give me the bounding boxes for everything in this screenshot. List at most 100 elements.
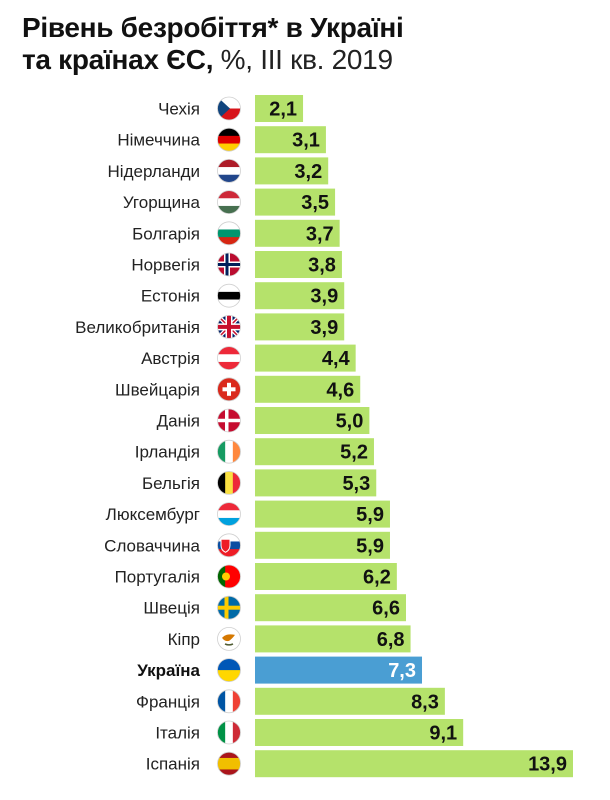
category-label: Іспанія — [146, 755, 200, 774]
value-label: 13,9 — [528, 754, 567, 776]
category-label: Швейцарія — [115, 380, 200, 399]
portugal-flag-icon — [217, 565, 241, 588]
title-line-2: та країнах ЄС, %, III кв. 2019 — [22, 44, 592, 76]
chart-title: Рівень безробіття* в Україні та країнах … — [22, 12, 592, 76]
category-label: Люксембург — [106, 505, 200, 524]
value-label: 5,2 — [340, 442, 368, 464]
category-label: Великобританія — [75, 318, 200, 337]
category-label: Швеція — [143, 599, 200, 618]
bulgaria-flag-icon — [217, 221, 241, 245]
bar-16 — [255, 594, 406, 622]
category-label: Ірландія — [135, 443, 200, 462]
bar-1 — [255, 126, 326, 154]
flag-outline — [217, 564, 241, 589]
flag-outline — [217, 751, 241, 776]
bar-18 — [255, 656, 423, 684]
flag-outline — [217, 158, 241, 183]
category-label: Естонія — [141, 287, 200, 306]
title-line-2-light: %, III кв. 2019 — [213, 44, 393, 75]
category-label: Італія — [155, 724, 200, 743]
bar-6 — [255, 282, 345, 310]
germany-flag-icon — [217, 128, 241, 152]
flag-outline — [217, 127, 241, 152]
bar-19 — [255, 687, 445, 715]
flag-outline — [217, 533, 241, 558]
value-label: 6,8 — [377, 629, 405, 651]
netherlands-flag-icon — [217, 159, 241, 183]
flag-outline — [217, 221, 241, 246]
category-label: Німеччина — [117, 131, 200, 150]
bar-0 — [255, 95, 304, 122]
bar-17 — [255, 625, 411, 653]
category-label: Португалія — [115, 568, 200, 587]
flag-outline — [217, 502, 241, 526]
spain-flag-icon — [217, 752, 241, 776]
flag-outline — [217, 377, 241, 402]
value-label: 2,1 — [269, 99, 297, 121]
value-label: 3,2 — [294, 161, 322, 183]
category-label: Україна — [137, 661, 200, 680]
flag-outline — [217, 689, 241, 714]
bar-4 — [255, 219, 340, 247]
category-label: Угорщина — [123, 193, 201, 212]
value-label: 9,1 — [429, 723, 457, 745]
bar-15 — [255, 563, 397, 590]
title-line-2-bold: та країнах ЄС, — [22, 44, 214, 75]
category-label: Австрія — [141, 349, 200, 368]
bar-20 — [255, 719, 464, 746]
value-label: 5,3 — [342, 473, 370, 495]
flag-outline — [217, 470, 241, 495]
bar-11 — [255, 438, 374, 466]
bar-12 — [255, 469, 377, 497]
value-label: 8,3 — [411, 691, 439, 713]
flag-outline — [217, 408, 241, 433]
category-label: Нідерланди — [108, 162, 200, 181]
flag-outline — [217, 252, 241, 277]
flag-outline — [217, 314, 241, 339]
category-label: Норвегія — [131, 256, 200, 275]
flag-outline — [217, 595, 241, 620]
flag-outline — [217, 439, 241, 464]
bar-5 — [255, 251, 342, 278]
hungary-flag-icon — [217, 190, 241, 214]
bar-7 — [255, 313, 345, 341]
value-label: 3,7 — [306, 223, 334, 245]
value-label: 4,4 — [322, 348, 351, 370]
estonia-flag-icon — [217, 284, 241, 308]
bar-14 — [255, 531, 390, 559]
bar-3 — [255, 188, 336, 216]
bar-13 — [255, 500, 390, 528]
value-label: 5,9 — [356, 504, 384, 526]
flag-outline — [217, 720, 241, 745]
bar-9 — [255, 375, 361, 403]
flag-outline — [217, 190, 241, 215]
value-label: 6,2 — [363, 567, 391, 589]
ukraine-flag-icon — [217, 658, 241, 682]
bar-2 — [255, 157, 329, 185]
bar-10 — [255, 407, 370, 434]
belgium-flag-icon — [217, 471, 241, 495]
category-label: Бельгія — [142, 474, 200, 493]
flag-outline — [217, 96, 241, 121]
category-label: Словаччина — [104, 536, 200, 555]
sweden-flag-icon — [217, 596, 241, 620]
flag-outline — [217, 658, 241, 682]
flag-outline — [217, 283, 241, 308]
value-label: 5,0 — [336, 411, 364, 433]
value-label: 3,8 — [308, 255, 336, 277]
value-label: 6,6 — [372, 598, 400, 620]
category-label: Чехія — [158, 100, 200, 119]
value-label: 5,9 — [356, 535, 384, 557]
flag-outline — [217, 627, 241, 651]
value-label: 7,3 — [388, 660, 416, 682]
france-flag-icon — [217, 689, 241, 713]
category-label: Данія — [157, 412, 200, 431]
austria-flag-icon — [217, 346, 241, 370]
value-label: 4,6 — [326, 379, 354, 401]
value-label: 3,9 — [310, 317, 338, 339]
title-line-1: Рівень безробіття* в Україні — [22, 12, 404, 43]
bar-21 — [255, 750, 573, 778]
value-label: 3,9 — [310, 286, 338, 308]
value-label: 3,1 — [292, 130, 320, 152]
